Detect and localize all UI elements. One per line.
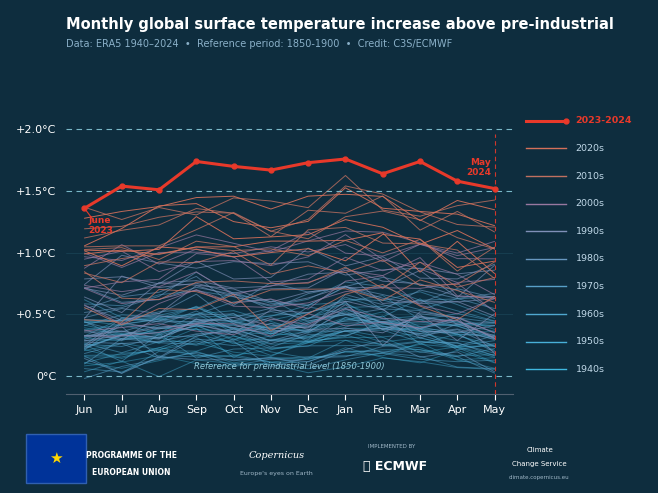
Text: Copernicus: Copernicus (248, 451, 305, 459)
Text: Change Service: Change Service (512, 461, 567, 467)
FancyBboxPatch shape (26, 434, 86, 483)
Text: 2010s: 2010s (576, 172, 605, 180)
Text: May
2024: May 2024 (466, 158, 491, 177)
Text: EUROPEAN UNION: EUROPEAN UNION (92, 468, 171, 477)
Text: 2023-2024: 2023-2024 (576, 116, 632, 125)
Text: Monthly global surface temperature increase above pre-industrial: Monthly global surface temperature incre… (66, 17, 614, 32)
Text: 1950s: 1950s (576, 337, 605, 346)
Text: June
2023: June 2023 (88, 216, 113, 235)
Text: 1980s: 1980s (576, 254, 605, 263)
Text: IMPLEMENTED BY: IMPLEMENTED BY (368, 444, 415, 449)
Text: 1990s: 1990s (576, 227, 605, 236)
Text: Reference for preindustrial level (1850-1900): Reference for preindustrial level (1850-… (194, 362, 385, 371)
Text: 1940s: 1940s (576, 365, 605, 374)
Text: ⬛ ECMWF: ⬛ ECMWF (363, 460, 427, 473)
Text: Data: ERA5 1940–2024  •  Reference period: 1850-1900  •  Credit: C3S/ECMWF: Data: ERA5 1940–2024 • Reference period:… (66, 39, 452, 49)
Text: ★: ★ (49, 451, 63, 466)
Text: climate.copernicus.eu: climate.copernicus.eu (509, 475, 570, 480)
Text: Europe's eyes on Earth: Europe's eyes on Earth (240, 471, 313, 476)
Text: Climate: Climate (526, 447, 553, 453)
Text: 1970s: 1970s (576, 282, 605, 291)
Text: 2000s: 2000s (576, 199, 605, 208)
Text: 1960s: 1960s (576, 310, 605, 318)
Text: 2020s: 2020s (576, 144, 605, 153)
Text: PROGRAMME OF THE: PROGRAMME OF THE (86, 451, 177, 459)
